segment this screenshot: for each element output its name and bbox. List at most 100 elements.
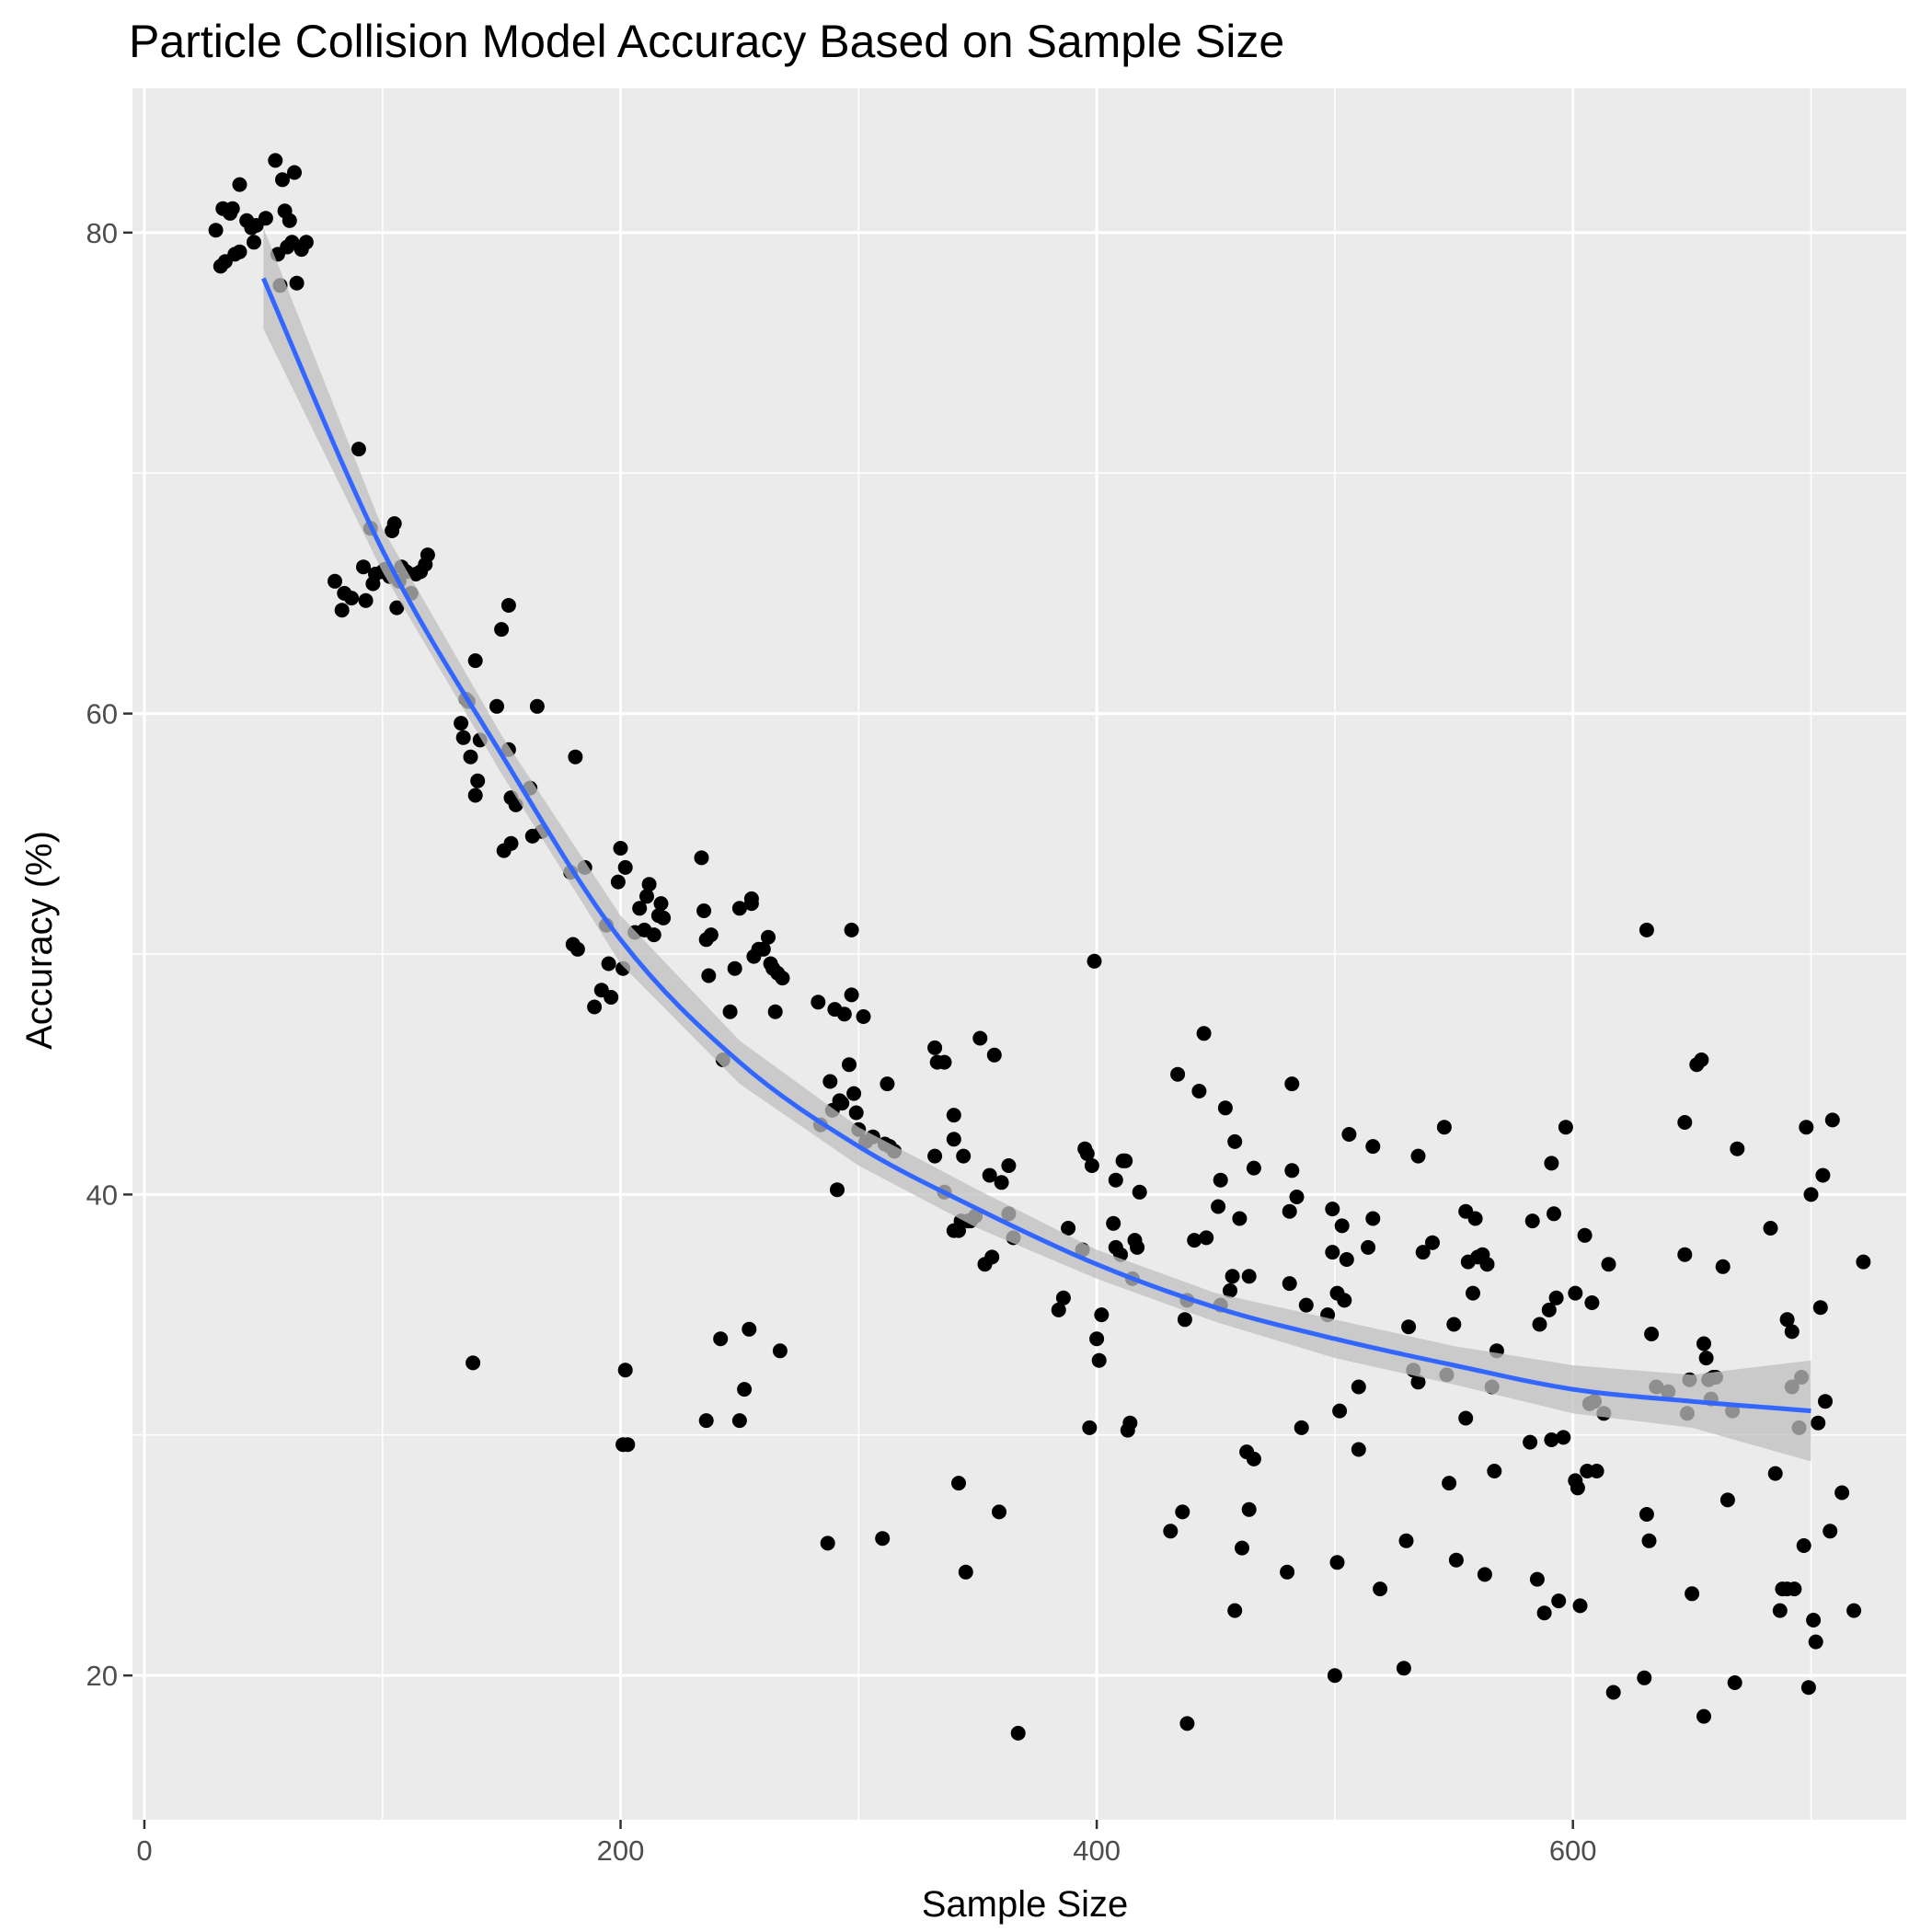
data-point: [1122, 1415, 1138, 1431]
data-point: [1800, 1680, 1816, 1696]
data-point: [1808, 1634, 1823, 1650]
data-point: [1577, 1227, 1593, 1243]
data-point: [1556, 1430, 1571, 1445]
data-point: [1824, 1112, 1840, 1128]
data-point: [1232, 1211, 1248, 1226]
data-point: [1544, 1156, 1559, 1171]
data-point: [466, 1355, 481, 1371]
data-point: [632, 901, 648, 916]
data-point: [1341, 1127, 1357, 1142]
data-point: [1727, 1675, 1742, 1690]
data-point: [1061, 1221, 1076, 1236]
data-point: [568, 749, 583, 765]
data-point: [722, 1004, 738, 1019]
data-point: [1170, 1066, 1186, 1082]
data-point: [358, 592, 374, 608]
data-point: [646, 927, 661, 943]
data-point: [1763, 1221, 1778, 1236]
data-point: [529, 698, 545, 714]
data-point: [247, 235, 261, 250]
data-point: [1241, 1269, 1257, 1284]
data-point: [822, 1074, 838, 1089]
data-point: [467, 653, 483, 669]
data-point: [1106, 1215, 1121, 1231]
data-point: [1856, 1254, 1871, 1270]
data-point: [1719, 1492, 1735, 1508]
data-point: [1818, 1394, 1833, 1409]
data-point: [389, 600, 405, 615]
data-point: [696, 903, 712, 918]
data-point: [1799, 1120, 1814, 1135]
data-point: [1284, 1076, 1300, 1092]
data-point: [617, 859, 633, 875]
data-point: [956, 1148, 972, 1164]
data-point: [703, 927, 719, 943]
data-point: [1544, 1432, 1559, 1447]
data-point: [1217, 1100, 1233, 1116]
data-point: [287, 165, 302, 180]
data-point: [1466, 1285, 1480, 1301]
data-point: [937, 1054, 952, 1070]
data-point: [844, 922, 859, 937]
data-point: [1235, 1540, 1249, 1556]
data-point: [1351, 1379, 1366, 1395]
data-point: [1811, 1415, 1826, 1431]
data-point: [455, 730, 471, 745]
data-point: [620, 1437, 636, 1453]
data-point: [1767, 1466, 1783, 1481]
data-point: [1570, 1480, 1585, 1496]
data-point: [1223, 1282, 1237, 1298]
data-point: [1082, 1420, 1098, 1435]
data-point: [656, 910, 672, 926]
data-point: [1001, 1158, 1017, 1173]
data-point: [844, 987, 859, 1003]
data-point: [1227, 1133, 1243, 1149]
data-point: [268, 153, 283, 168]
data-point: [727, 960, 742, 976]
data-point: [489, 698, 504, 714]
data-point: [617, 1363, 633, 1378]
x-tick-label: 200: [597, 1834, 645, 1867]
data-point: [328, 573, 342, 589]
data-point: [1289, 1190, 1305, 1204]
confidence-band: [263, 227, 1811, 1462]
data-point: [1177, 1312, 1192, 1328]
data-point: [463, 749, 478, 765]
data-point: [1547, 1206, 1561, 1222]
data-point: [1551, 1593, 1567, 1609]
data-point: [641, 877, 657, 892]
data-point: [1784, 1324, 1800, 1340]
data-point: [958, 1564, 973, 1580]
data-point: [836, 1006, 852, 1022]
data-point: [1051, 1302, 1066, 1317]
data-point: [1685, 1586, 1700, 1602]
data-point: [1284, 1163, 1300, 1179]
data-point: [232, 244, 247, 259]
data-point: [1568, 1285, 1583, 1301]
data-point: [1532, 1317, 1547, 1332]
data-point: [1846, 1603, 1862, 1618]
data-point: [927, 1148, 943, 1164]
data-point: [1694, 1052, 1709, 1067]
data-point: [1108, 1172, 1123, 1188]
data-point: [1094, 1307, 1110, 1323]
data-point: [1698, 1351, 1714, 1366]
data-point: [420, 547, 435, 563]
data-point: [1639, 1507, 1654, 1522]
data-point: [1446, 1317, 1462, 1332]
data-point: [834, 1096, 850, 1111]
data-point: [500, 598, 516, 613]
data-point: [767, 1004, 783, 1019]
data-point: [289, 275, 305, 291]
data-point: [1246, 1451, 1261, 1466]
data-point: [1548, 1290, 1564, 1305]
data-point: [946, 1108, 961, 1123]
data-point: [1558, 1120, 1573, 1135]
data-point: [1055, 1290, 1071, 1305]
data-point: [1361, 1239, 1376, 1255]
data-point: [742, 1321, 757, 1337]
data-point: [1084, 1158, 1099, 1173]
data-point: [1175, 1504, 1190, 1520]
data-point: [1641, 1533, 1657, 1548]
data-point: [946, 1132, 961, 1147]
